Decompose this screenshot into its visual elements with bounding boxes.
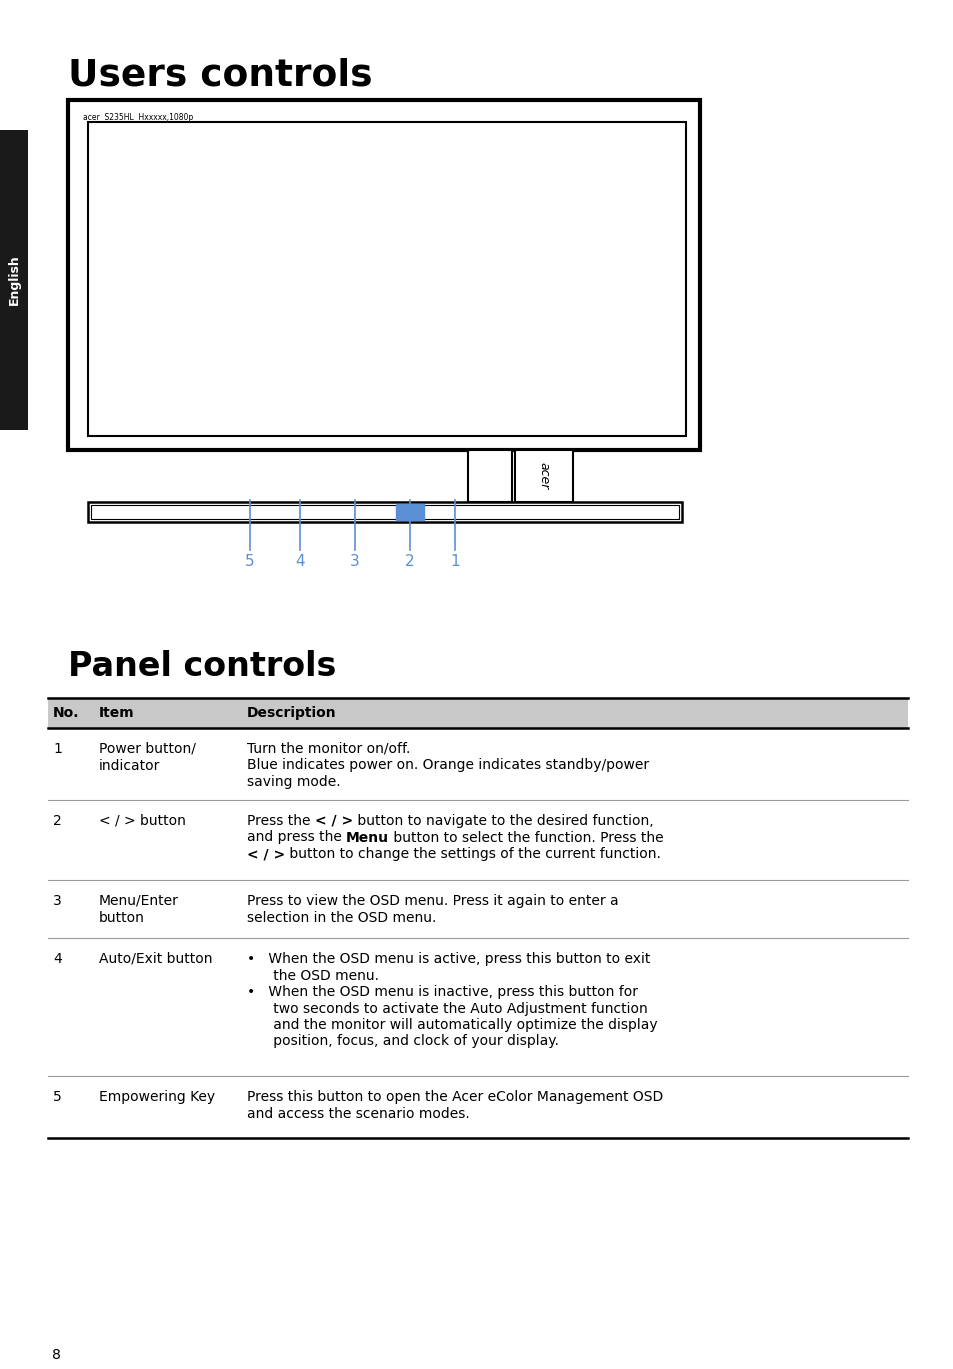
Text: < / >: < / > bbox=[247, 847, 285, 861]
Bar bbox=[395, 504, 423, 520]
Text: button: button bbox=[99, 910, 145, 924]
Bar bbox=[0, 130, 28, 430]
Text: and press the: and press the bbox=[247, 831, 346, 845]
Text: 4: 4 bbox=[53, 951, 62, 967]
Text: Menu/Enter: Menu/Enter bbox=[99, 894, 179, 908]
Text: Press the: Press the bbox=[247, 815, 314, 828]
Text: 1: 1 bbox=[53, 742, 62, 756]
Text: two seconds to activate the Auto Adjustment function: two seconds to activate the Auto Adjustm… bbox=[247, 1002, 647, 1016]
Text: button to change the settings of the current function.: button to change the settings of the cur… bbox=[285, 847, 660, 861]
Bar bbox=[68, 100, 700, 450]
Text: < / > button: < / > button bbox=[99, 815, 186, 828]
Text: Description: Description bbox=[247, 706, 336, 720]
Text: < / >: < / > bbox=[314, 815, 353, 828]
Text: Press this button to open the Acer eColor Management OSD: Press this button to open the Acer eColo… bbox=[247, 1090, 662, 1103]
Bar bbox=[88, 502, 681, 522]
Text: 2: 2 bbox=[53, 815, 62, 828]
Text: 5: 5 bbox=[245, 554, 254, 570]
Text: position, focus, and clock of your display.: position, focus, and clock of your displ… bbox=[247, 1035, 558, 1049]
Text: Blue indicates power on. Orange indicates standby/power: Blue indicates power on. Orange indicate… bbox=[247, 758, 648, 772]
Text: Power button/: Power button/ bbox=[99, 742, 195, 756]
Text: 4: 4 bbox=[294, 554, 305, 570]
Bar bbox=[515, 450, 573, 502]
Text: 3: 3 bbox=[53, 894, 62, 908]
Text: acer  S235HL  Hxxxxx,1080p: acer S235HL Hxxxxx,1080p bbox=[83, 114, 193, 122]
Text: Users controls: Users controls bbox=[68, 57, 372, 94]
Text: 8: 8 bbox=[52, 1348, 61, 1362]
Text: Panel controls: Panel controls bbox=[68, 650, 336, 683]
Text: English: English bbox=[8, 255, 20, 305]
Text: No.: No. bbox=[53, 706, 79, 720]
Text: button to select the function. Press the: button to select the function. Press the bbox=[389, 831, 663, 845]
Text: 3: 3 bbox=[350, 554, 359, 570]
Text: indicator: indicator bbox=[99, 758, 160, 772]
Text: •   When the OSD menu is inactive, press this button for: • When the OSD menu is inactive, press t… bbox=[247, 986, 638, 999]
Text: Press to view the OSD menu. Press it again to enter a: Press to view the OSD menu. Press it aga… bbox=[247, 894, 618, 908]
Bar bbox=[48, 698, 907, 728]
Text: 5: 5 bbox=[53, 1090, 62, 1103]
Bar bbox=[88, 122, 685, 435]
Text: Auto/Exit button: Auto/Exit button bbox=[99, 951, 213, 967]
Text: saving mode.: saving mode. bbox=[247, 775, 340, 789]
Text: Menu: Menu bbox=[346, 831, 389, 845]
Text: the OSD menu.: the OSD menu. bbox=[247, 968, 378, 983]
Text: •   When the OSD menu is active, press this button to exit: • When the OSD menu is active, press thi… bbox=[247, 951, 650, 967]
Bar bbox=[91, 505, 679, 519]
Text: selection in the OSD menu.: selection in the OSD menu. bbox=[247, 910, 436, 924]
Text: Empowering Key: Empowering Key bbox=[99, 1090, 214, 1103]
Text: 2: 2 bbox=[405, 554, 415, 570]
Text: Turn the monitor on/off.: Turn the monitor on/off. bbox=[247, 742, 410, 756]
Text: 1: 1 bbox=[450, 554, 459, 570]
Bar bbox=[468, 450, 512, 502]
Text: Item: Item bbox=[99, 706, 134, 720]
Text: and the monitor will automatically optimize the display: and the monitor will automatically optim… bbox=[247, 1019, 657, 1032]
Text: button to navigate to the desired function,: button to navigate to the desired functi… bbox=[353, 815, 653, 828]
Text: and access the scenario modes.: and access the scenario modes. bbox=[247, 1106, 469, 1120]
Text: acer: acer bbox=[537, 463, 550, 490]
